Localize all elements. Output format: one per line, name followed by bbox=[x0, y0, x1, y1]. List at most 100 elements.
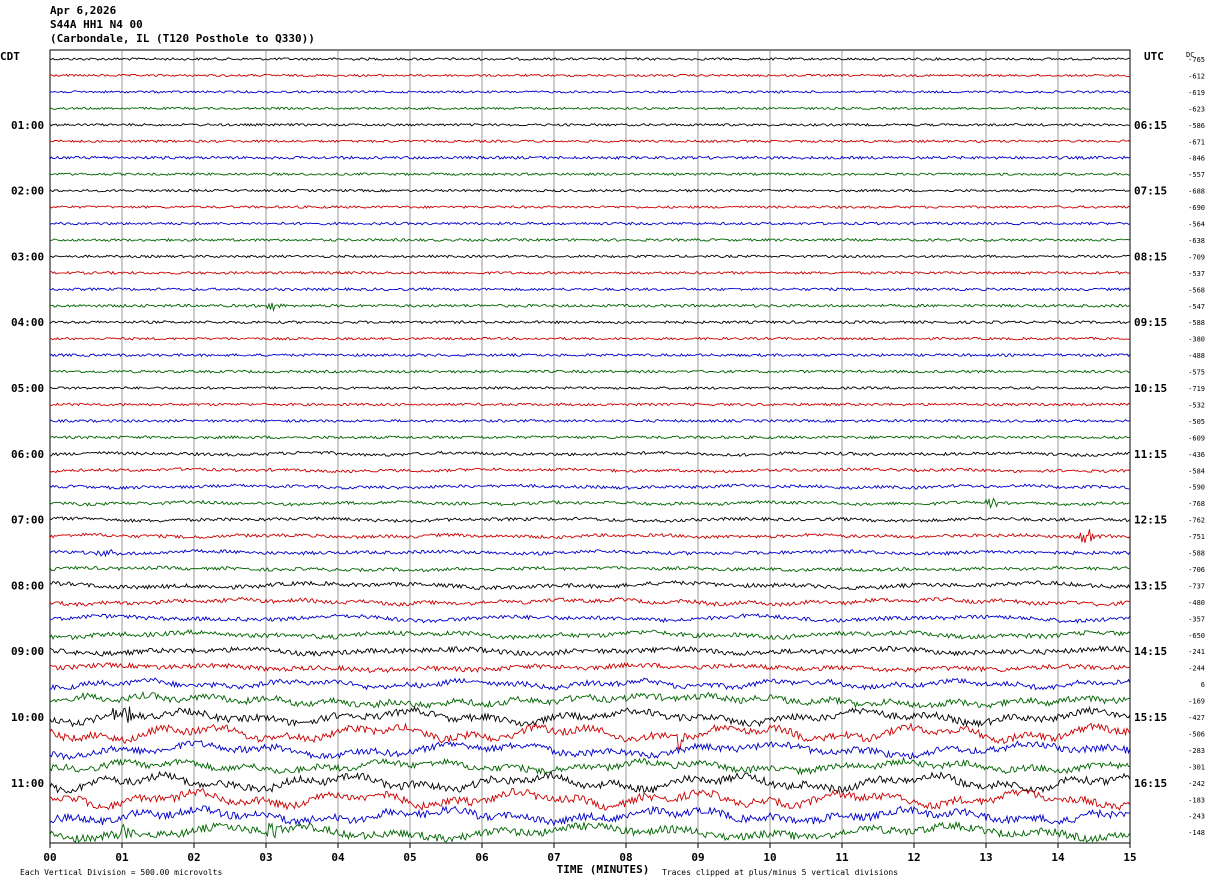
dc-offset-label: -690 bbox=[1188, 204, 1205, 212]
utc-hour-label: 09:15 bbox=[1134, 316, 1167, 329]
dc-offset-label: -532 bbox=[1188, 401, 1205, 409]
station-label: S44A HH1 N4 00 bbox=[50, 18, 143, 31]
dc-offset-label: -586 bbox=[1188, 122, 1205, 130]
trace-line bbox=[49, 565, 1131, 573]
trace-line bbox=[49, 516, 1131, 524]
trace-line bbox=[49, 483, 1130, 491]
x-tick-label: 14 bbox=[1051, 851, 1065, 864]
trace-line bbox=[49, 661, 1131, 674]
dc-offset-label: -590 bbox=[1188, 484, 1205, 492]
dc-offset-label: -575 bbox=[1188, 369, 1205, 377]
dc-offset-label: -671 bbox=[1188, 138, 1205, 146]
trace-line bbox=[49, 106, 1131, 111]
trace-line bbox=[49, 302, 1131, 313]
trace-line bbox=[49, 596, 1131, 608]
dc-offset-label: -609 bbox=[1188, 434, 1205, 442]
trace-line bbox=[49, 787, 1131, 812]
dc-offset-label: -242 bbox=[1188, 780, 1205, 788]
dc-offset-label: -505 bbox=[1188, 418, 1205, 426]
x-tick-label: 11 bbox=[835, 851, 849, 864]
trace-line bbox=[49, 613, 1131, 624]
trace-line bbox=[49, 188, 1131, 193]
dc-offset-label: -564 bbox=[1188, 221, 1205, 229]
dc-offset-label: -638 bbox=[1188, 237, 1205, 245]
dc-offset-label: -380 bbox=[1188, 336, 1205, 344]
trace-line bbox=[50, 56, 1131, 61]
trace-line bbox=[49, 221, 1131, 226]
trace-line bbox=[50, 336, 1131, 341]
location-label: (Carbondale, IL (T120 Posthole to Q330)) bbox=[50, 32, 315, 45]
cdt-hour-label: 08:00 bbox=[11, 579, 44, 592]
vertical-division-note: Each Vertical Division = 500.00 microvol… bbox=[20, 868, 222, 877]
dc-offset-label: -688 bbox=[1188, 188, 1205, 196]
dc-offset-label: -768 bbox=[1188, 500, 1205, 508]
utc-hour-label: 07:15 bbox=[1134, 185, 1167, 198]
cdt-hour-label: 09:00 bbox=[11, 645, 44, 658]
x-tick-label: 07 bbox=[547, 851, 560, 864]
dc-offset-label: -241 bbox=[1188, 648, 1205, 656]
dc-offset-label: -568 bbox=[1188, 286, 1205, 294]
dc-offset-label: -557 bbox=[1188, 171, 1205, 179]
dc-offset-label: 6 bbox=[1201, 681, 1205, 689]
utc-hour-label: 15:15 bbox=[1134, 711, 1167, 724]
x-tick-label: 10 bbox=[763, 851, 776, 864]
trace-line bbox=[49, 677, 1131, 691]
cdt-hour-label: 05:00 bbox=[11, 382, 44, 395]
trace-line bbox=[49, 237, 1131, 243]
utc-zone-label: UTC bbox=[1144, 50, 1164, 63]
trace-line bbox=[49, 820, 1131, 843]
cdt-hour-label: 06:00 bbox=[11, 448, 44, 461]
trace-line bbox=[49, 548, 1131, 558]
dc-offset-label: -506 bbox=[1188, 730, 1205, 738]
dc-offset-label: -357 bbox=[1188, 615, 1205, 623]
clipping-note: Traces clipped at plus/minus 5 vertical … bbox=[662, 868, 898, 877]
cdt-hour-label: 03:00 bbox=[11, 250, 44, 263]
utc-hour-label: 12:15 bbox=[1134, 514, 1167, 527]
dc-offset-label: -619 bbox=[1188, 89, 1205, 97]
trace-line bbox=[49, 369, 1131, 374]
utc-hour-label: 08:15 bbox=[1134, 250, 1167, 263]
trace-line bbox=[49, 155, 1131, 161]
trace-line bbox=[49, 580, 1131, 591]
dc-offset-label: -751 bbox=[1188, 533, 1205, 541]
x-tick-label: 15 bbox=[1123, 851, 1136, 864]
trace-line bbox=[49, 805, 1131, 827]
trace-line bbox=[49, 139, 1131, 144]
dc-offset-label: -584 bbox=[1188, 467, 1205, 475]
x-tick-label: 03 bbox=[259, 851, 272, 864]
trace-line bbox=[49, 320, 1131, 325]
trace-line bbox=[49, 705, 1131, 728]
utc-hour-label: 06:15 bbox=[1134, 119, 1167, 132]
trace-line bbox=[49, 645, 1131, 657]
x-tick-label: 08 bbox=[619, 851, 632, 864]
utc-hour-label: 14:15 bbox=[1134, 645, 1167, 658]
dc-offset-label: -427 bbox=[1188, 714, 1205, 722]
dc-offset-label: -709 bbox=[1188, 253, 1205, 261]
trace-line bbox=[49, 418, 1131, 424]
dc-offset-label: -588 bbox=[1188, 550, 1205, 558]
utc-hour-label: 16:15 bbox=[1134, 777, 1167, 790]
cdt-hour-label: 11:00 bbox=[11, 777, 44, 790]
dc-offset-label: -612 bbox=[1188, 72, 1205, 80]
plot-frame bbox=[49, 49, 1131, 844]
trace-line bbox=[50, 73, 1131, 78]
trace-line bbox=[49, 722, 1131, 750]
trace-line bbox=[49, 287, 1131, 292]
dc-offset-label: -244 bbox=[1188, 665, 1205, 673]
trace-line bbox=[49, 691, 1131, 709]
x-axis-title: TIME (MINUTES) bbox=[557, 863, 650, 876]
dc-offset-label: -623 bbox=[1188, 105, 1205, 113]
trace-line bbox=[49, 254, 1131, 259]
cdt-hour-label: 10:00 bbox=[11, 711, 44, 724]
trace-line bbox=[49, 90, 1131, 94]
x-tick-label: 00 bbox=[43, 851, 56, 864]
x-tick-label: 09 bbox=[691, 851, 704, 864]
trace-line bbox=[50, 402, 1131, 407]
dc-offset-label: -283 bbox=[1188, 747, 1205, 755]
utc-hour-label: 13:15 bbox=[1134, 579, 1167, 592]
cdt-zone-label: CDT bbox=[0, 50, 20, 63]
x-tick-label: 02 bbox=[187, 851, 200, 864]
dc-offset-label: -148 bbox=[1188, 829, 1205, 837]
x-tick-label: 12 bbox=[907, 851, 920, 864]
